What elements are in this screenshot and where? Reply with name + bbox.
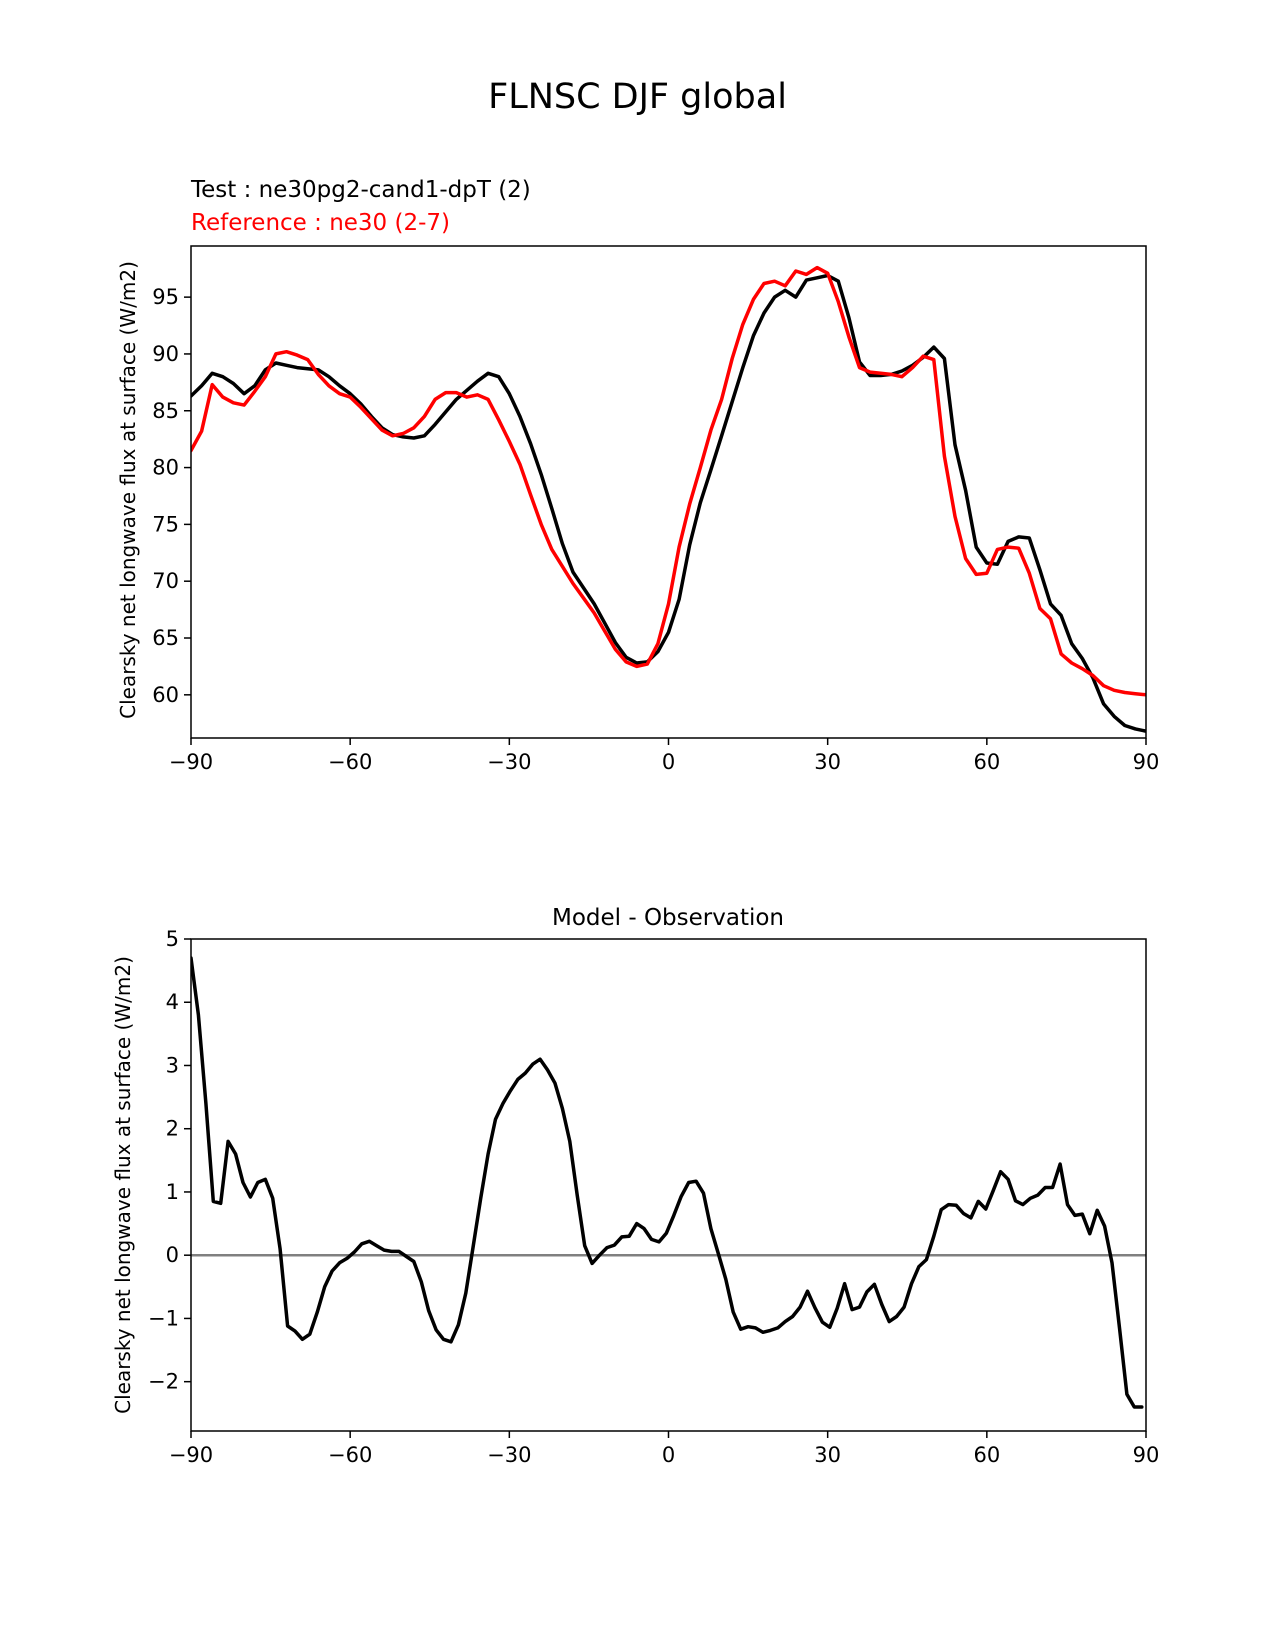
x-tick-label: −30: [487, 750, 531, 774]
y-tick-label: 3: [166, 1053, 179, 1077]
legend-test-label: Test : ne30pg2-cand1-dpT (2): [190, 177, 531, 203]
y-tick-label: 85: [152, 399, 179, 423]
top-series: [191, 265, 1146, 733]
y-tick-label: 5: [166, 927, 179, 951]
x-tick-label: 30: [814, 1443, 841, 1467]
x-tick-label: 60: [973, 1443, 1000, 1467]
figure-title: FLNSC DJF global: [488, 77, 787, 117]
y-tick-label: 4: [166, 990, 179, 1014]
x-tick-label: −90: [169, 750, 213, 774]
x-tick-label: 0: [662, 750, 675, 774]
y-tick-label: 90: [152, 342, 179, 366]
test-series-line: [191, 956, 1144, 1409]
x-tick-label: −90: [169, 1443, 213, 1467]
x-tick-label: −60: [328, 750, 372, 774]
y-tick-label: −1: [148, 1306, 179, 1330]
y-tick-label: −2: [148, 1370, 179, 1394]
y-tick-label: 2: [166, 1117, 179, 1141]
bottom-ticks: −90 −60 −30 0 30 60 90 −2 −1 0 1 2 3 4 5: [148, 927, 1159, 1467]
bottom-series: [191, 956, 1146, 1409]
x-tick-label: −30: [487, 1443, 531, 1467]
top-plot: Test : ne30pg2-cand1-dpT (2) Reference :…: [116, 177, 1159, 774]
x-tick-label: −60: [328, 1443, 372, 1467]
x-tick-label: 90: [1133, 1443, 1160, 1467]
x-tick-label: 60: [973, 750, 1000, 774]
x-tick-label: 0: [662, 1443, 675, 1467]
test-series-line: [191, 273, 1146, 733]
top-y-axis-label: Clearsky net longwave flux at surface (W…: [116, 261, 140, 719]
top-ticks: −90 −60 −30 0 30 60 90 60 65 70 75 80 85 90 95: [152, 285, 1159, 774]
y-tick-label: 75: [152, 512, 179, 536]
y-tick-label: 70: [152, 569, 179, 593]
bottom-plot-title: Model - Observation: [552, 905, 784, 931]
y-tick-label: 95: [152, 285, 179, 309]
y-tick-label: 65: [152, 626, 179, 650]
bottom-axes-frame: [190, 938, 1147, 1432]
x-tick-label: 30: [814, 750, 841, 774]
bottom-plot: Model - Observation Clearsky net longwav…: [111, 905, 1159, 1467]
y-tick-label: 1: [166, 1180, 179, 1204]
reference-series-line: [191, 265, 1146, 697]
x-tick-label: 90: [1133, 750, 1160, 774]
legend-reference-label: Reference : ne30 (2-7): [191, 210, 450, 236]
top-axes-frame: [190, 245, 1147, 739]
bottom-y-axis-label: Clearsky net longwave flux at surface (W…: [111, 956, 135, 1414]
y-tick-label: 0: [166, 1243, 179, 1267]
y-tick-label: 80: [152, 456, 179, 480]
y-tick-label: 60: [152, 683, 179, 707]
